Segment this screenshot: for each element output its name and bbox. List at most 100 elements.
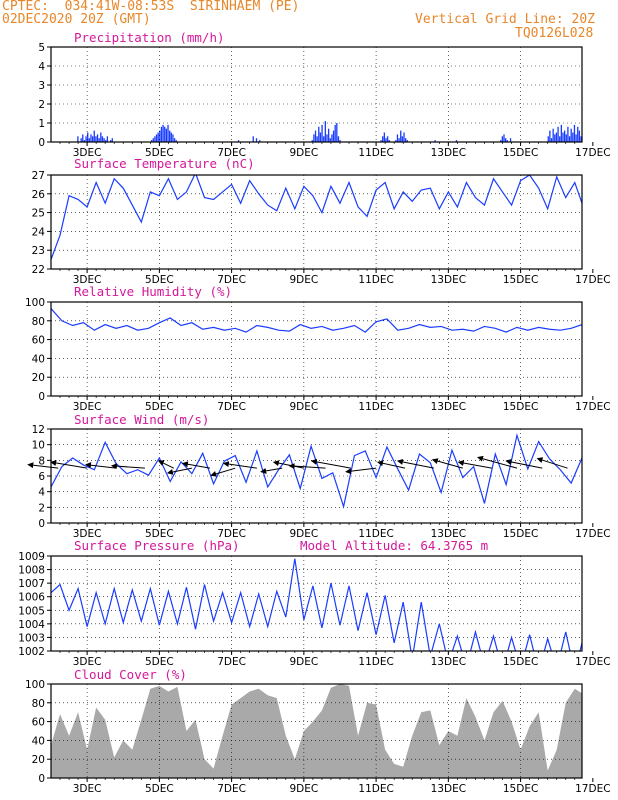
wind-vector <box>396 459 434 469</box>
x-tick-label: 13DEC <box>431 274 466 286</box>
precip-bar <box>388 140 390 142</box>
precip-bar <box>380 140 382 142</box>
y-tick-label: 60 <box>32 717 45 729</box>
precip-bar <box>331 134 333 142</box>
precip-bar <box>455 140 458 142</box>
y-tick-label: 8 <box>38 455 45 467</box>
wind-vector <box>210 467 236 477</box>
precip-bar <box>382 136 384 142</box>
surface-temperature-frame <box>50 174 583 270</box>
precip-bar <box>155 134 158 142</box>
y-tick-label: 23 <box>32 245 45 257</box>
wind-vector <box>27 462 59 469</box>
wind-vector <box>345 467 377 475</box>
precip-bar <box>323 136 325 142</box>
x-tick-label: 5DEC <box>145 783 174 795</box>
x-tick-label: 17DEC <box>575 656 610 668</box>
wind-vector <box>272 460 304 469</box>
precip-bar <box>434 140 436 142</box>
surface-wind-panel: 0 2 4 6 8 10 12 3DEC 5DEC 7DEC 9DEC 11DEC 13DEC 15DEC… <box>27 412 611 540</box>
precip-bar <box>395 140 397 142</box>
precip-bar <box>334 124 336 142</box>
x-tick-label: 15DEC <box>503 656 538 668</box>
surface-temperature-line <box>51 175 582 260</box>
y-tick-label: 20 <box>32 372 45 384</box>
header-datetime: 02DEC2020 20Z (GMT) <box>2 12 151 27</box>
wind-vector <box>157 460 175 469</box>
header-source: CPTEC: 034:41W-08:53S SIRINHAEM (PE) <box>2 0 300 14</box>
x-tick-label: 9DEC <box>289 656 318 668</box>
precip-bar <box>580 136 582 142</box>
header-code: TQ0126L028 <box>515 26 594 41</box>
precip-bar <box>313 134 315 142</box>
wind-vector <box>288 463 326 470</box>
precip-bar <box>327 128 330 142</box>
precip-bar <box>326 134 328 142</box>
precipitation-frame <box>50 46 583 143</box>
precip-bar <box>568 136 571 142</box>
cloud-cover-frame <box>50 683 583 779</box>
x-tick-label: 15DEC <box>503 274 538 286</box>
x-tick-label: 11DEC <box>358 147 393 159</box>
precip-bar <box>167 124 169 142</box>
x-tick-label: 9DEC <box>289 147 318 159</box>
y-tick-label: 1009 <box>18 551 45 563</box>
y-tick-label: 100 <box>25 297 45 309</box>
precip-bar <box>386 136 389 142</box>
x-tick-label: 15DEC <box>503 401 538 413</box>
relative-humidity-frame <box>50 301 583 397</box>
x-tick-label: 13DEC <box>431 147 466 159</box>
y-tick-label: 1002 <box>18 646 45 658</box>
precip-bar <box>252 136 254 142</box>
precip-bar <box>98 138 100 142</box>
precip-bar <box>255 138 258 142</box>
precip-bar <box>105 140 107 142</box>
x-tick-label: 5DEC <box>145 274 174 286</box>
wind-vector <box>166 467 192 475</box>
precip-bar <box>91 136 94 142</box>
precip-bar <box>406 140 408 142</box>
x-tick-label: 9DEC <box>289 401 318 413</box>
y-tick-label: 4 <box>38 61 45 73</box>
precip-bar <box>560 124 563 142</box>
precip-bar <box>111 138 113 142</box>
precip-bar <box>95 136 97 142</box>
y-tick-label: 1007 <box>18 578 45 590</box>
x-tick-label: 7DEC <box>217 401 246 413</box>
precip-bar <box>106 136 109 142</box>
precip-bar <box>504 138 507 142</box>
y-tick-label: 40 <box>32 735 45 747</box>
relative-humidity-line <box>51 308 582 333</box>
x-tick-label: 11DEC <box>358 274 393 286</box>
surface-wind-frame <box>50 428 583 524</box>
x-tick-label: 17DEC <box>575 783 610 795</box>
wind-vector <box>310 458 351 469</box>
y-tick-label: 24 <box>32 226 46 238</box>
y-tick-label: 5 <box>38 42 45 54</box>
x-tick-label: 15DEC <box>503 528 538 540</box>
precip-bar <box>237 140 240 142</box>
x-tick-label: 7DEC <box>217 656 246 668</box>
precip-bar <box>383 132 386 142</box>
x-tick-label: 5DEC <box>145 656 174 668</box>
y-tick-label: 80 <box>32 316 45 328</box>
wind-vector <box>477 455 518 469</box>
precip-bar <box>316 136 318 142</box>
precip-bar <box>329 138 331 142</box>
precip-bar <box>154 136 156 142</box>
precip-bar <box>578 130 581 142</box>
precip-bar <box>557 126 559 142</box>
surface-temperature-panel: 22 23 24 25 26 27 3DEC 5DEC 7DEC 9DEC 11DEC 13DEC 15… <box>32 156 611 286</box>
surface-pressure-title: Surface Pressure (hPa) <box>74 538 240 553</box>
y-tick-label: 10 <box>32 440 45 452</box>
y-tick-label: 20 <box>32 754 45 766</box>
x-tick-label: 11DEC <box>358 783 393 795</box>
precip-bar <box>175 140 177 142</box>
precip-bar <box>336 123 338 142</box>
precip-bar <box>169 130 171 142</box>
precip-bar <box>87 132 89 142</box>
x-tick-label: 9DEC <box>289 783 318 795</box>
y-tick-label: 1 <box>38 118 45 130</box>
